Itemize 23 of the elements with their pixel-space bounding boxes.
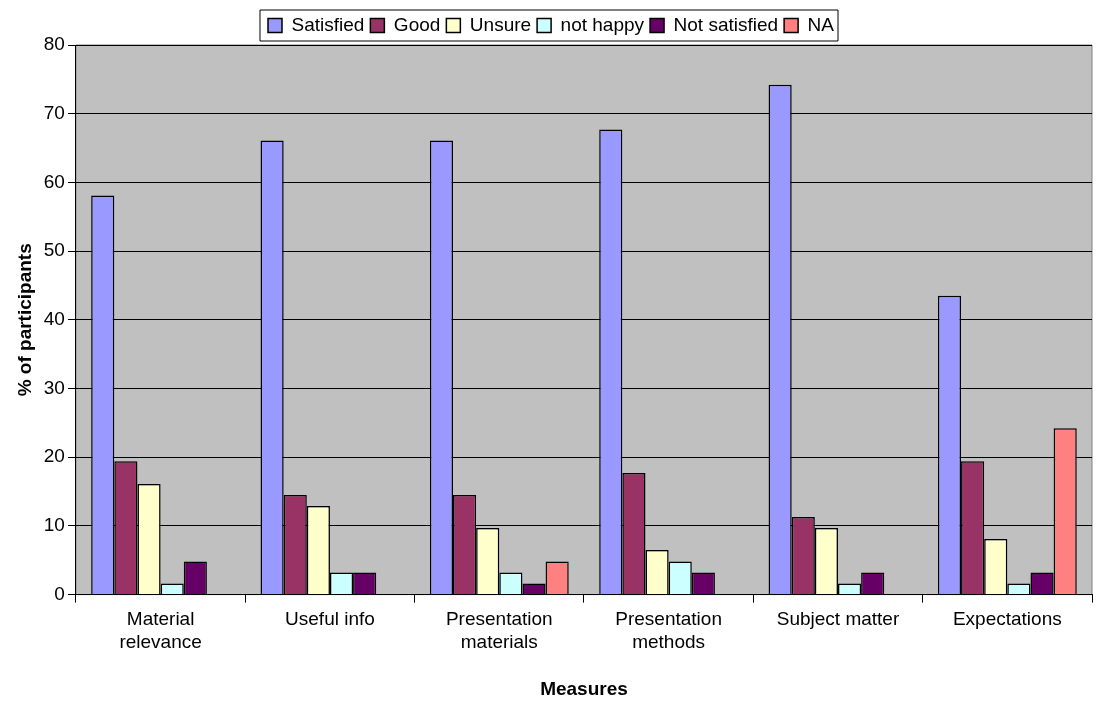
x-tick-label: Useful info [285,608,375,630]
legend-label: Not satisfied [673,13,779,35]
x-tick-label: Expectations [952,608,1062,630]
legend-label: NA [807,13,835,35]
legend-label: Satisfied [291,13,365,35]
y-tick-label: 70 [43,101,65,123]
x-tick-label: Subject matter [776,608,900,630]
y-tick-label: 80 [43,33,65,55]
y-tick-label: 30 [43,376,65,398]
y-tick-label: 0 [54,582,65,604]
legend-label: Unsure [469,13,532,35]
y-tick-label: 40 [43,308,65,330]
x-tick-label: Presentation methods [615,608,722,653]
y-tick-label: 50 [43,239,65,261]
y-axis-title: % of participants [13,243,35,397]
y-tick-label: 10 [43,514,65,536]
legend-label: not happy [560,13,645,35]
x-axis-title: Measures [540,677,628,699]
y-tick-label: 60 [43,170,65,192]
x-tick-label: Material relevance [119,608,202,653]
y-tick-label: 20 [43,445,65,467]
x-tick-label: Presentation materials [445,608,553,653]
legend-label: Good [393,13,441,35]
